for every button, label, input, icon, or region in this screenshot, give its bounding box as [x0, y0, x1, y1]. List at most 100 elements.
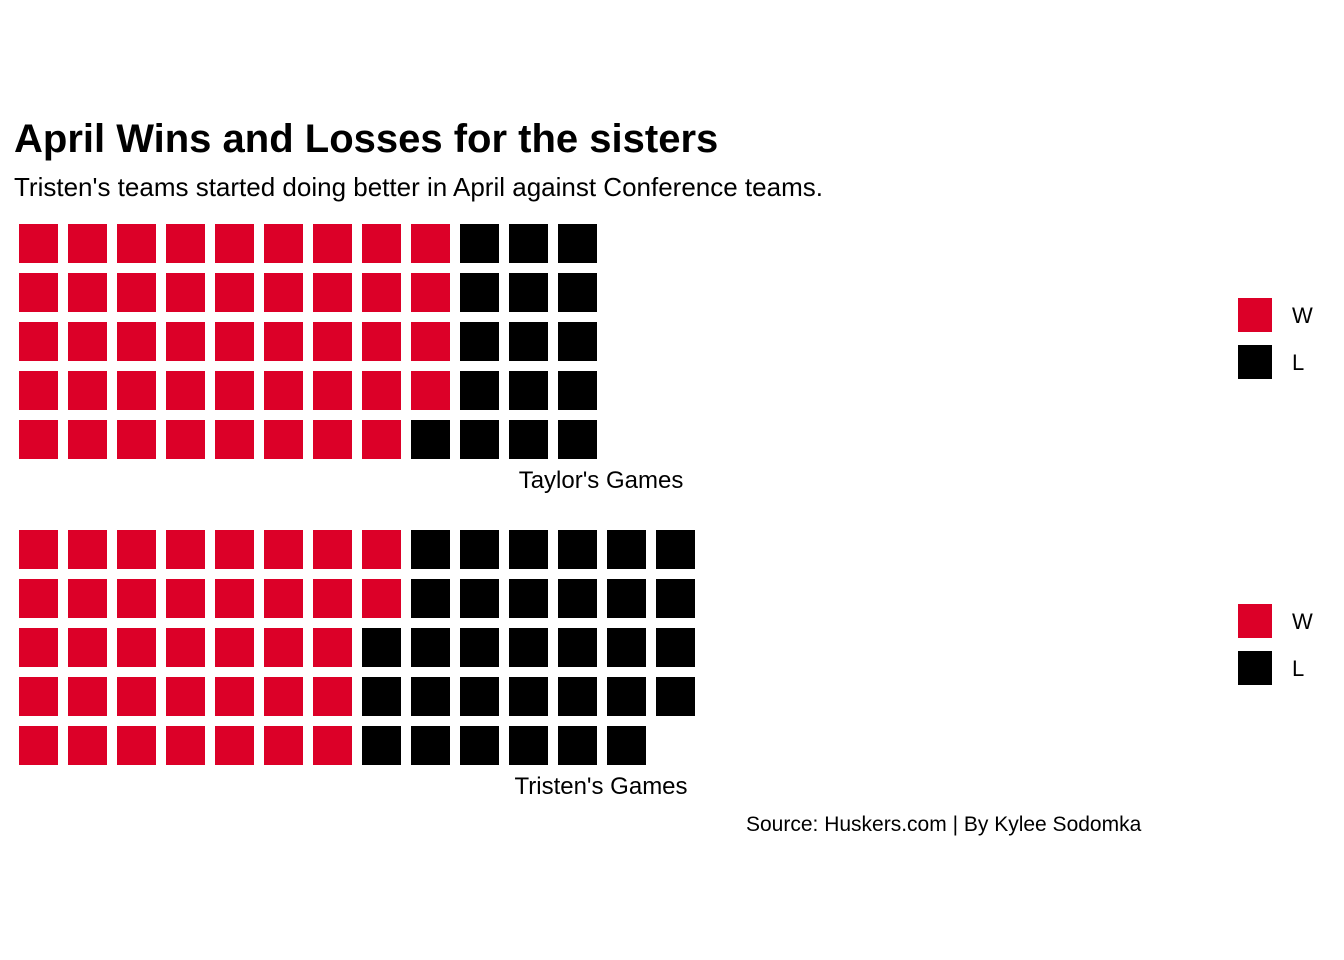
- waffle-cell-w: [117, 371, 156, 410]
- legend-key-w: [1238, 298, 1272, 332]
- waffle-cell-w: [19, 322, 58, 361]
- waffle-cell-w: [313, 224, 352, 263]
- waffle-cell-w: [264, 371, 303, 410]
- waffle-cell-w: [215, 530, 254, 569]
- waffle-cell-l: [362, 628, 401, 667]
- waffle-cell-l: [558, 371, 597, 410]
- waffle-cell-w: [166, 677, 205, 716]
- waffle-cell-w: [117, 420, 156, 459]
- waffle-cell-w: [215, 371, 254, 410]
- waffle-chart-taylor: [14, 219, 604, 463]
- waffle-cell-l: [558, 322, 597, 361]
- waffle-cell-w: [68, 579, 107, 618]
- waffle-cell-w: [166, 530, 205, 569]
- waffle-cell-w: [264, 224, 303, 263]
- waffle-cell-w: [264, 273, 303, 312]
- waffle-cell-l: [607, 579, 646, 618]
- waffle-cell-l: [656, 530, 695, 569]
- waffle-cell-l: [509, 224, 548, 263]
- waffle-cell-l: [460, 371, 499, 410]
- waffle-cell-w: [19, 677, 58, 716]
- waffle-cell-w: [264, 677, 303, 716]
- waffle-cell-w: [117, 530, 156, 569]
- waffle-cell-w: [117, 677, 156, 716]
- waffle-cell-l: [656, 677, 695, 716]
- waffle-cell-l: [558, 224, 597, 263]
- waffle-cell-w: [264, 579, 303, 618]
- waffle-cell-w: [313, 579, 352, 618]
- waffle-cell-l: [656, 579, 695, 618]
- waffle-cell-l: [460, 420, 499, 459]
- waffle-cell-w: [19, 726, 58, 765]
- waffle-cell-w: [68, 530, 107, 569]
- legend-label-l: L: [1292, 350, 1305, 375]
- waffle-cell-l: [460, 273, 499, 312]
- waffle-cell-w: [264, 322, 303, 361]
- legend-label-l: L: [1292, 656, 1305, 681]
- waffle-svg-taylor: [19, 224, 597, 459]
- waffle-cell-w: [362, 371, 401, 410]
- waffle-cell-w: [313, 726, 352, 765]
- waffle-cell-l: [509, 273, 548, 312]
- waffle-cell-w: [166, 371, 205, 410]
- waffle-cell-l: [558, 677, 597, 716]
- waffle-cell-w: [166, 224, 205, 263]
- waffle-cell-w: [313, 420, 352, 459]
- legend-key-l: [1238, 651, 1272, 685]
- waffle-cell-w: [362, 579, 401, 618]
- waffle-cell-w: [362, 273, 401, 312]
- waffle-cell-w: [313, 371, 352, 410]
- chart-subtitle: Tristen's teams started doing better in …: [14, 172, 823, 202]
- waffle-cell-l: [509, 677, 548, 716]
- waffle-cell-l: [558, 530, 597, 569]
- waffle-cell-w: [117, 628, 156, 667]
- waffle-cell-w: [166, 579, 205, 618]
- waffle-cell-l: [558, 420, 597, 459]
- waffle-cell-l: [509, 726, 548, 765]
- waffle-cell-w: [411, 322, 450, 361]
- waffle-cell-l: [362, 726, 401, 765]
- waffle-cell-w: [264, 420, 303, 459]
- chart-title: April Wins and Losses for the sisters: [14, 117, 719, 161]
- waffle-cell-l: [509, 420, 548, 459]
- waffle-cell-l: [607, 628, 646, 667]
- waffle-cell-w: [166, 628, 205, 667]
- waffle-cell-w: [68, 420, 107, 459]
- waffle-cell-w: [166, 273, 205, 312]
- waffle-cell-w: [166, 726, 205, 765]
- waffle-cell-w: [117, 322, 156, 361]
- waffle-cell-w: [68, 677, 107, 716]
- waffle-cell-w: [19, 530, 58, 569]
- waffle-cell-w: [215, 628, 254, 667]
- waffle-cell-l: [411, 726, 450, 765]
- waffle-cell-w: [362, 224, 401, 263]
- waffle-cell-l: [411, 530, 450, 569]
- waffle-cell-w: [215, 726, 254, 765]
- waffle-cell-l: [460, 322, 499, 361]
- waffle-cell-l: [509, 579, 548, 618]
- waffle-cell-w: [215, 677, 254, 716]
- waffle-cell-w: [215, 579, 254, 618]
- waffle-cell-w: [215, 224, 254, 263]
- legend-label-w: W: [1292, 609, 1313, 634]
- waffle-cell-w: [362, 322, 401, 361]
- waffle-cell-l: [656, 628, 695, 667]
- source-caption: Source: Huskers.com | By Kylee Sodomka: [746, 813, 1142, 836]
- waffle-cell-w: [313, 677, 352, 716]
- waffle-cell-w: [68, 273, 107, 312]
- legend-key-l: [1238, 345, 1272, 379]
- waffle-cell-w: [362, 420, 401, 459]
- waffle-cell-w: [313, 273, 352, 312]
- waffle-chart-tristen: [14, 525, 702, 769]
- waffle-cell-l: [509, 371, 548, 410]
- waffle-cell-w: [68, 628, 107, 667]
- waffle-cell-l: [411, 420, 450, 459]
- waffle-cell-w: [411, 371, 450, 410]
- x-axis-label-tristen: Tristen's Games: [514, 773, 688, 800]
- waffle-cell-l: [558, 726, 597, 765]
- waffle-cell-l: [558, 579, 597, 618]
- waffle-cell-w: [117, 726, 156, 765]
- waffle-cell-l: [460, 726, 499, 765]
- waffle-cell-w: [264, 726, 303, 765]
- waffle-cell-w: [411, 273, 450, 312]
